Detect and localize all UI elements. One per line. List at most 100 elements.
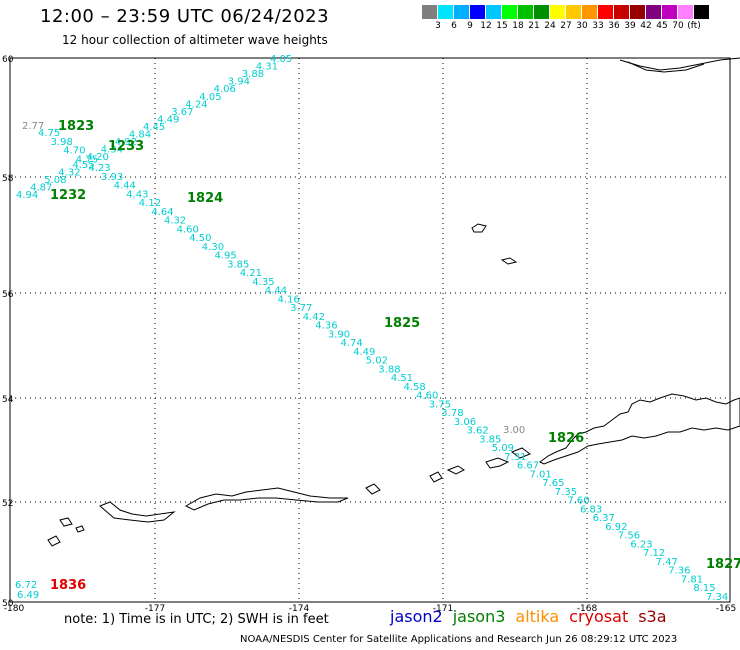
latitude-label: 60 [2, 55, 14, 65]
legend-label: 24 [544, 21, 556, 31]
coastline-aleutian-4 [510, 447, 532, 459]
coastline-aleutian-5 [365, 483, 381, 495]
wave-height-value: 4.95 [215, 251, 237, 262]
legend-label: 27 [560, 21, 572, 31]
satellite-jason3-label: jason3 [452, 607, 506, 626]
coastline-pribilof-1 [471, 223, 487, 233]
wave-height-value: 4.87 [30, 182, 52, 193]
wave-height-value: 7.56 [618, 531, 640, 542]
wave-height-value: 3.94 [228, 77, 250, 88]
axis-labels: 60 58 56 54 52 50-180 -177 -174 -171 -168 -165 [2, 55, 736, 614]
legend-swatch [422, 5, 438, 19]
wave-height-value: 4.92 [115, 137, 137, 148]
wave-height-value: 4.51 [391, 373, 413, 384]
map-subtitle: 12 hour collection of altimeter wave hei… [62, 33, 328, 47]
wave-height-value: 4.75 [38, 128, 60, 139]
latitude-label: 52 [2, 499, 13, 509]
wave-height-value: 4.64 [151, 207, 173, 218]
lat-lon-grid [9, 57, 731, 603]
wave-height-value: 7.31 [504, 452, 526, 463]
wave-height-value: 7.01 [530, 469, 552, 480]
wave-height-value: 4.84 [129, 130, 151, 141]
legend-swatch [566, 5, 582, 19]
wave-height-value: 6.72 [15, 580, 37, 591]
longitude-label: -168 [577, 604, 598, 614]
pass-time-label: 1827 [706, 557, 740, 572]
wave-height-value: 4.30 [202, 242, 224, 253]
wave-height-value: 4.05 [270, 54, 292, 65]
wave-height-value: 4.34 [101, 145, 123, 156]
coastline-aleutian-3 [485, 457, 510, 469]
coastline-pribilof-2 [500, 257, 518, 265]
legend-label: 36 [608, 21, 620, 31]
longitude-label: -171 [433, 604, 453, 614]
legend-swatch [694, 5, 710, 19]
wave-height-value: 4.58 [404, 382, 426, 393]
wave-height-value: 3.88 [378, 364, 400, 375]
wave-height-value: 4.05 [199, 92, 221, 103]
wave-height-value: 4.16 [278, 294, 300, 305]
wave-height-value: 4.23 [88, 163, 110, 174]
wave-height-value: 4.60 [416, 391, 438, 402]
wave-height-value: 3.77 [290, 303, 312, 314]
wave-height-value: 5.09 [492, 443, 514, 454]
wave-height-tracks: 4.944.875.084.324.554.204.344.924.844.45… [15, 54, 728, 603]
footer-credit: NOAA/NESDIS Center for Satellite Applica… [240, 634, 678, 645]
satellite-s3a-label: s3a [638, 607, 667, 626]
wave-height-value-gray: 3.00 [503, 425, 525, 436]
pass-time-label: 1233 [108, 139, 144, 154]
legend-label: 3 [435, 21, 441, 31]
legend-label: 45 [656, 21, 668, 31]
longitude-label: -180 [4, 604, 25, 614]
wave-height-value: 7.36 [668, 566, 690, 577]
wave-height-value: 4.31 [256, 62, 278, 73]
legend-label: 21 [528, 21, 540, 31]
wave-height-value: 4.74 [341, 338, 363, 349]
latitude-label: 54 [2, 395, 14, 405]
wave-height-value: 4.35 [252, 277, 274, 288]
wave-height-value: 4.60 [177, 224, 199, 235]
latitude-label: 56 [2, 290, 14, 300]
wave-height-value: 4.20 [87, 152, 109, 163]
wave-height-value: 3.75 [429, 399, 451, 410]
wave-height-value: 3.88 [242, 69, 264, 80]
legend-swatch [662, 5, 678, 19]
wave-height-value: 4.32 [58, 167, 80, 178]
pass-time-label: 1232 [50, 188, 86, 203]
satellite-cryosat-label: cryosat [569, 607, 629, 626]
map-title: 12:00 – 23:59 UTC 06/24/2023 [40, 6, 330, 27]
legend-label: 18 [512, 21, 524, 31]
longitude-label: -165 [716, 604, 736, 614]
wave-height-value: 7.47 [656, 557, 678, 568]
legend-labels: 3 6 9 12 15 18 21 24 27 30 33 36 39 42 45 70 (ft) [422, 21, 740, 33]
coastline-island-north [627, 61, 705, 73]
pass-time-label: 1836 [50, 578, 86, 593]
wave-height-value: 4.43 [126, 189, 148, 200]
legend-label: 70 [672, 21, 684, 31]
wave-height-value: 4.42 [303, 312, 325, 323]
wave-height-value: 4.75 [76, 154, 98, 165]
wave-height-value: 6.37 [593, 513, 615, 524]
wave-height-value: 4.21 [240, 268, 262, 279]
coastline-aleutian-west-3 [59, 517, 73, 527]
wave-height-value: 5.08 [44, 175, 66, 186]
legend-swatch [470, 5, 486, 19]
wave-height-value: 6.23 [630, 540, 652, 551]
coastline [47, 57, 740, 547]
pass-time-label: 1825 [384, 316, 420, 331]
wave-height-value: 4.49 [353, 347, 375, 358]
legend-swatch [454, 5, 470, 19]
wave-height-value: 3.85 [227, 259, 249, 270]
coastline-alaska-peninsula [539, 393, 740, 465]
wave-height-value: 6.67 [517, 461, 539, 472]
legend-label: 9 [467, 21, 473, 31]
wave-height-value: 4.32 [164, 216, 186, 227]
wave-height-value: 6.92 [605, 522, 627, 533]
legend-swatch [518, 5, 534, 19]
legend-label: (ft) [687, 21, 701, 31]
satellite-altika-label: altika [515, 607, 560, 626]
wave-height-value: 3.62 [467, 426, 489, 437]
wave-height-value: 4.44 [114, 181, 136, 192]
legend-label: 30 [576, 21, 588, 31]
